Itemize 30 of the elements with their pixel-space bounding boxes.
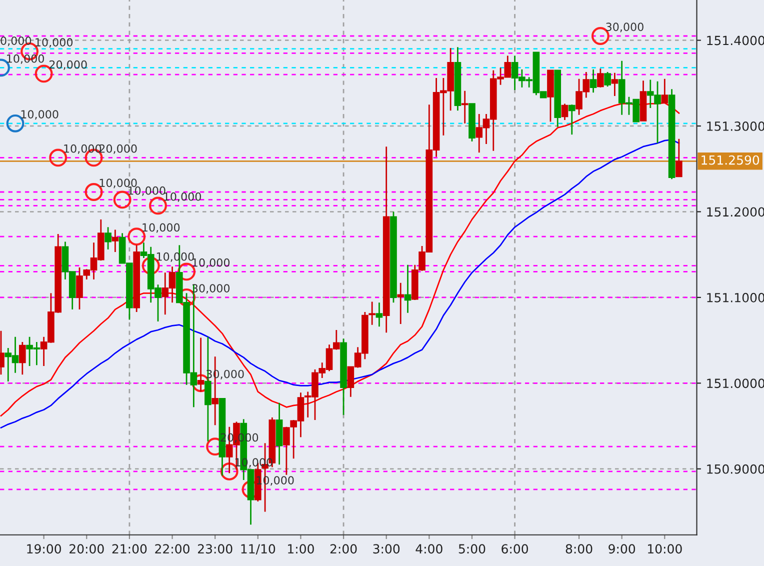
x-tick-label: 3:00 [373, 544, 400, 554]
x-tick-label: 6:00 [502, 544, 528, 554]
x-tick-label: 1:00 [288, 544, 314, 554]
series-label: 20,000 [99, 144, 137, 154]
text: 10,000 [64, 144, 102, 154]
x-tick-label: 2:00 [330, 544, 357, 554]
series-label: 10,000 [21, 110, 58, 120]
x-tick-label: 9:00 [608, 544, 636, 554]
text: 10,000 [7, 54, 44, 64]
text: 10,000 [100, 178, 137, 188]
x-tick-label: 23:00 [198, 544, 232, 554]
ref-line-label: 151.2590 [702, 155, 760, 165]
text: 20,000 [49, 60, 87, 70]
x-tick-label: 8:00 [566, 544, 592, 554]
x-tick-label: 21:00 [112, 544, 147, 554]
x-tick-label: 20:00 [70, 544, 104, 554]
text: 10,000 [142, 223, 180, 233]
text: 10,000 [164, 192, 201, 202]
series-label: 10,000 [128, 186, 166, 196]
text: 30,000 [606, 22, 644, 32]
x-tick-label: 11/10 [241, 544, 276, 555]
x-tick-label: 4:00 [416, 544, 442, 554]
x-tick-label: 5:00 [458, 544, 486, 554]
text: 10,000 [36, 38, 73, 48]
x-tick-label: 10:00 [648, 544, 682, 554]
x-tick-label: 19:00 [27, 544, 61, 554]
text: 20,000 [220, 433, 258, 443]
annotation: 0,000 [0, 36, 32, 46]
text: 10,000 [192, 258, 230, 268]
x-tick-label: 22:00 [155, 544, 190, 554]
